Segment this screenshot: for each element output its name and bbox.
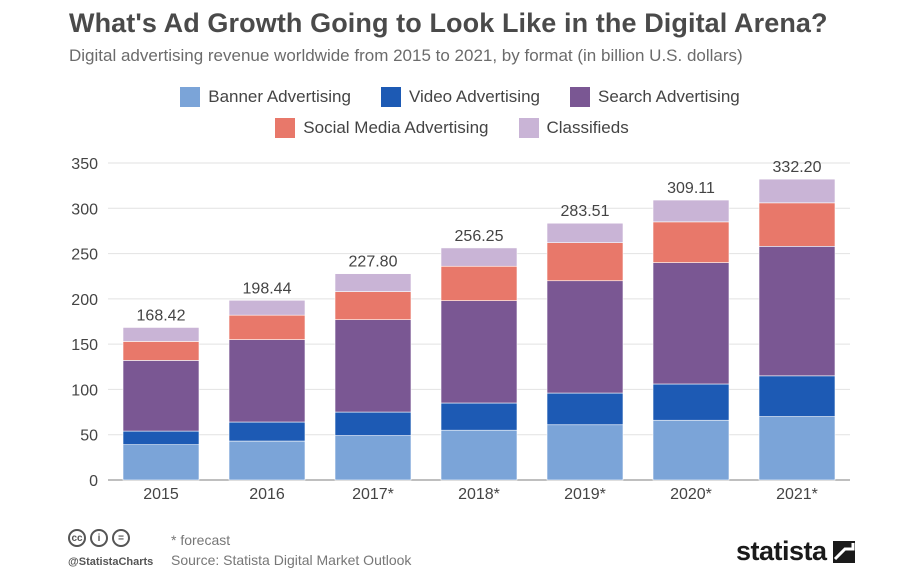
bar-segment <box>122 430 200 445</box>
legend-row-1: Banner Advertising Video Advertising Sea… <box>2 87 916 107</box>
legend-label-banner: Banner Advertising <box>208 87 351 106</box>
bar-segment <box>334 411 412 436</box>
statista-handle: @StatistaCharts <box>68 556 154 568</box>
legend-item-social: Social Media Advertising <box>275 118 489 138</box>
bar-segment <box>334 273 412 292</box>
legend-swatch-video <box>380 87 401 107</box>
x-tick-label: 2021* <box>776 486 818 503</box>
legend-label-video: Video Advertising <box>408 87 540 106</box>
bar-segment <box>122 341 200 361</box>
bar-total-label: 168.42 <box>137 307 186 324</box>
x-tick-label: 2019* <box>564 486 606 503</box>
bar-segment <box>652 262 730 385</box>
y-tick-label: 150 <box>71 337 98 354</box>
bar-total-label: 309.11 <box>667 180 715 197</box>
legend-swatch-classifieds <box>518 118 539 138</box>
y-tick-label: 300 <box>71 201 98 218</box>
brand-name: statista <box>736 536 827 566</box>
bar-total-label: 198.44 <box>243 280 292 297</box>
bar-segment <box>652 221 730 263</box>
forecast-note: * forecast <box>171 532 231 548</box>
bar-segment <box>546 242 624 282</box>
legend-item-classifieds: Classifieds <box>518 118 629 138</box>
legend-label-social: Social Media Advertising <box>303 118 489 137</box>
bar-segment <box>440 247 518 267</box>
bar-segment <box>122 444 200 481</box>
bar-segment <box>440 265 518 301</box>
bar-segment <box>652 419 730 481</box>
bar-segment <box>440 429 518 481</box>
bar-segment <box>334 435 412 481</box>
bar-segment <box>122 360 200 432</box>
x-tick-label: 2015 <box>143 486 179 503</box>
legend-label-classifieds: Classifieds <box>546 118 629 137</box>
bar-segment <box>758 375 836 417</box>
bar-segment <box>758 246 836 377</box>
legend-item-search: Search Advertising <box>570 87 740 107</box>
bar-segment <box>334 291 412 320</box>
bar-segment <box>440 300 518 404</box>
legend-swatch-banner <box>180 87 201 107</box>
y-tick-label: 350 <box>71 156 98 173</box>
x-tick-label: 2017* <box>352 486 394 503</box>
bar-segment <box>228 314 306 340</box>
nd-icon: = <box>112 529 130 547</box>
x-tick-label: 2018* <box>458 486 500 503</box>
legend-swatch-social <box>275 118 296 138</box>
cc-icon: cc <box>68 529 86 547</box>
legend-item-video: Video Advertising <box>380 87 540 107</box>
x-tick-label: 2020* <box>670 486 712 503</box>
chart-subtitle: Digital advertising revenue worldwide fr… <box>69 46 743 65</box>
bar-segment <box>228 440 306 481</box>
bar-total-label: 227.80 <box>349 254 398 271</box>
legend-label-search: Search Advertising <box>598 87 740 106</box>
bar-total-label: 256.25 <box>455 228 504 245</box>
bar-segment <box>652 199 730 223</box>
source-text: Source: Statista Digital Market Outlook <box>171 552 412 568</box>
bar-segment <box>228 421 306 442</box>
bar-total-label: 332.20 <box>773 159 822 176</box>
y-tick-label: 200 <box>71 292 98 309</box>
bar-segment <box>546 280 624 394</box>
bar-segment <box>122 327 200 342</box>
bar-segment <box>228 299 306 316</box>
bar-segment <box>440 402 518 431</box>
x-tick-label: 2016 <box>249 486 285 503</box>
statista-logo-icon <box>832 540 855 563</box>
bar-segment <box>546 392 624 426</box>
y-tick-label: 50 <box>80 428 98 445</box>
bar-segment <box>758 416 836 481</box>
legend-item-banner: Banner Advertising <box>180 87 351 107</box>
y-tick-label: 100 <box>71 382 98 399</box>
statista-logo: statista <box>736 536 855 567</box>
bar-segment <box>758 178 836 204</box>
license-icons: cc i = <box>68 529 130 547</box>
bar-segment <box>228 339 306 423</box>
chart-title: What's Ad Growth Going to Look Like in t… <box>69 8 828 38</box>
bar-segment <box>334 319 412 413</box>
y-tick-label: 0 <box>89 473 98 490</box>
bar-total-label: 283.51 <box>561 203 610 220</box>
by-icon: i <box>90 529 108 547</box>
legend-swatch-search <box>570 87 590 107</box>
bar-segment <box>546 424 624 481</box>
bar-segment <box>652 383 730 421</box>
bar-segment <box>546 222 624 244</box>
bar-segment <box>758 202 836 247</box>
y-tick-label: 250 <box>71 247 98 264</box>
legend-row-2: Social Media Advertising Classifieds <box>0 118 910 138</box>
